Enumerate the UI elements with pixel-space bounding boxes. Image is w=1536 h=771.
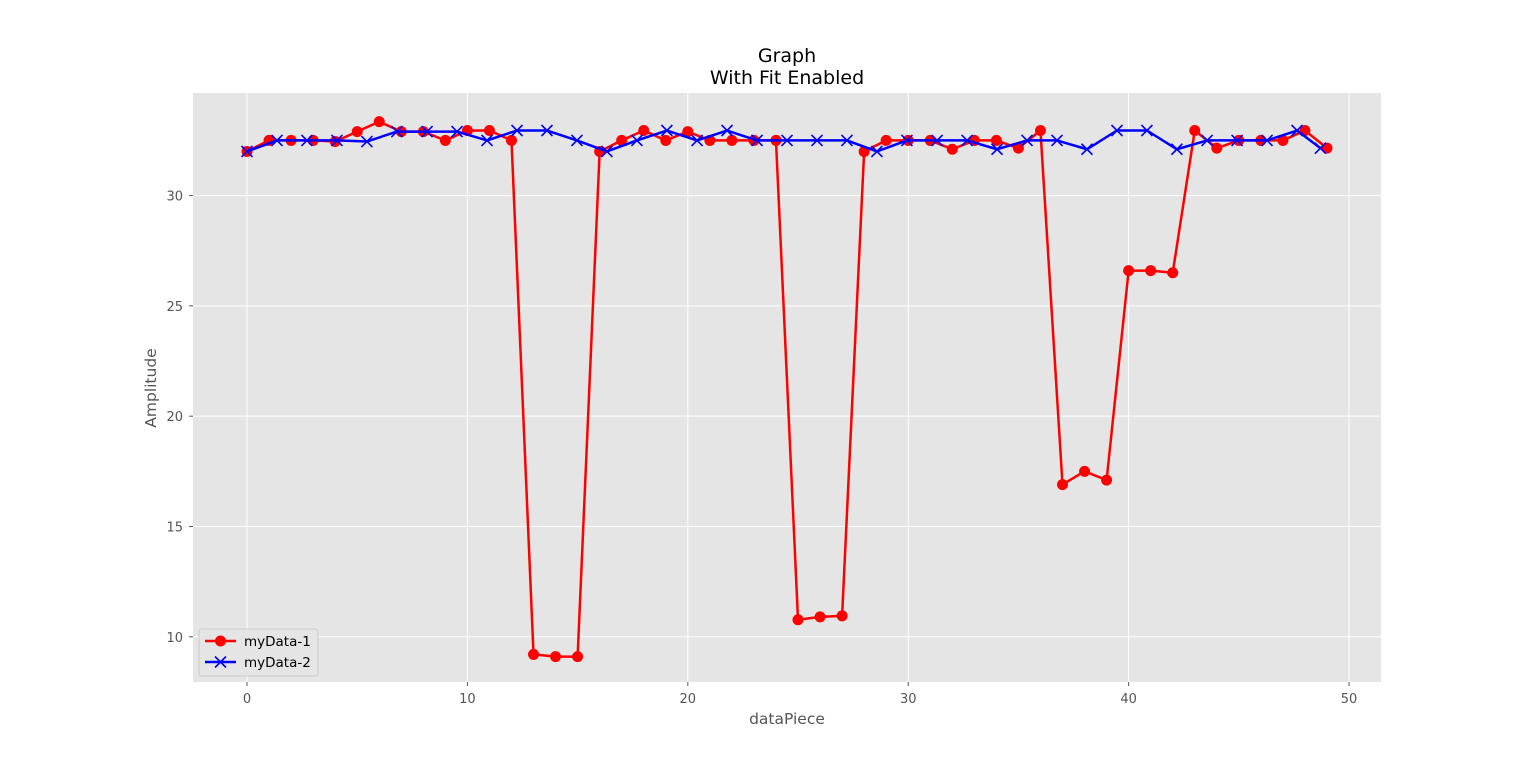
data-point-circle (990, 134, 1002, 146)
data-point-circle (616, 134, 628, 146)
data-point-circle (638, 125, 650, 137)
data-point-x (1260, 134, 1274, 147)
data-point-x (750, 134, 764, 147)
data-point-x (1110, 124, 1124, 137)
series-layer (240, 116, 1333, 663)
circle-marker-icon (215, 635, 226, 647)
data-point-x (660, 124, 673, 137)
x-tick-label: 0 (243, 692, 251, 707)
data-point-x (780, 134, 794, 147)
data-point-x (1050, 134, 1064, 147)
data-point-x (1140, 124, 1153, 137)
y-axis-label: Amplitude (142, 348, 160, 427)
data-point-circle (373, 116, 385, 128)
data-point-x (990, 143, 1004, 156)
data-point-circle (1189, 125, 1201, 137)
data-point-x (1020, 134, 1034, 147)
data-point-x (931, 134, 944, 147)
data-point-circle (550, 651, 562, 663)
data-point-x (961, 134, 974, 147)
data-point-circle (880, 134, 892, 146)
grid-lines (193, 93, 1381, 682)
x-tick-label: 20 (680, 692, 697, 707)
data-point-circle (1145, 265, 1157, 277)
data-point-x (270, 134, 284, 147)
data-point-x (540, 124, 554, 137)
data-point-circle (483, 125, 495, 137)
data-point-x (421, 125, 434, 138)
legend: myData-1 myData-2 (198, 628, 319, 677)
data-point-circle (1211, 142, 1223, 154)
y-tick-label: 20 (166, 410, 183, 425)
data-point-x (1314, 142, 1327, 155)
data-point-circle (1123, 265, 1135, 277)
data-point-x (360, 135, 373, 148)
data-point-circle (572, 651, 584, 663)
y-tick-label: 25 (166, 300, 183, 315)
data-point-circle (528, 648, 540, 660)
legend-label: myData-2 (244, 655, 311, 671)
x-tick-label: 10 (459, 692, 476, 707)
data-point-circle (1034, 125, 1046, 137)
data-point-x (870, 145, 883, 158)
data-point-circle (726, 134, 738, 146)
data-point-circle (682, 126, 694, 138)
y-tick-label: 15 (166, 520, 183, 535)
x-tick-label: 50 (1341, 692, 1358, 707)
data-point-x (900, 134, 913, 147)
data-point-circle (814, 611, 826, 623)
x-tick-label: 40 (1120, 692, 1137, 707)
data-point-x (1080, 143, 1094, 156)
data-point-circle (1057, 479, 1069, 491)
data-point-x (1170, 143, 1183, 156)
data-point-circle (351, 126, 363, 138)
x-axis-ticks: 0 10 20 30 40 50 (243, 682, 1357, 707)
chart-title: Graph (758, 45, 816, 67)
data-point-circle (792, 614, 804, 626)
data-point-x (240, 145, 254, 158)
y-axis-ticks: 10 15 20 25 30 (166, 190, 193, 646)
data-point-circle (1277, 134, 1289, 146)
legend-entry-mydata-2: myData-2 (205, 655, 311, 671)
data-point-x (480, 134, 494, 147)
x-marker-icon (214, 655, 227, 669)
data-point-x (630, 134, 643, 147)
series-mydata-2 (240, 124, 1327, 158)
data-point-x (510, 124, 524, 137)
data-point-x (1290, 124, 1304, 137)
data-point-circle (439, 134, 451, 146)
data-point-circle (660, 134, 672, 146)
data-point-x (691, 134, 704, 147)
y-tick-label: 30 (166, 190, 183, 205)
data-point-x (720, 124, 734, 137)
data-point-x (600, 145, 613, 158)
data-point-x (330, 134, 343, 147)
legend-entry-mydata-1: myData-1 (205, 634, 311, 650)
data-point-circle (1167, 267, 1179, 279)
data-point-x (300, 134, 314, 147)
chart-subtitle: With Fit Enabled (710, 67, 864, 89)
data-point-circle (1101, 474, 1113, 486)
legend-label: myData-1 (244, 634, 311, 650)
data-point-circle (836, 610, 848, 622)
data-point-circle (1079, 465, 1091, 477)
x-tick-label: 30 (900, 692, 917, 707)
data-point-x (570, 134, 584, 147)
data-point-circle (946, 143, 958, 155)
data-point-x (450, 125, 464, 138)
data-point-x (1201, 134, 1214, 147)
y-tick-label: 10 (166, 631, 183, 646)
data-point-circle (505, 134, 517, 146)
x-axis-label: dataPiece (749, 710, 825, 728)
data-point-x (810, 134, 824, 147)
data-point-x (840, 134, 854, 147)
data-point-x (1231, 134, 1244, 147)
data-point-x (390, 125, 403, 138)
